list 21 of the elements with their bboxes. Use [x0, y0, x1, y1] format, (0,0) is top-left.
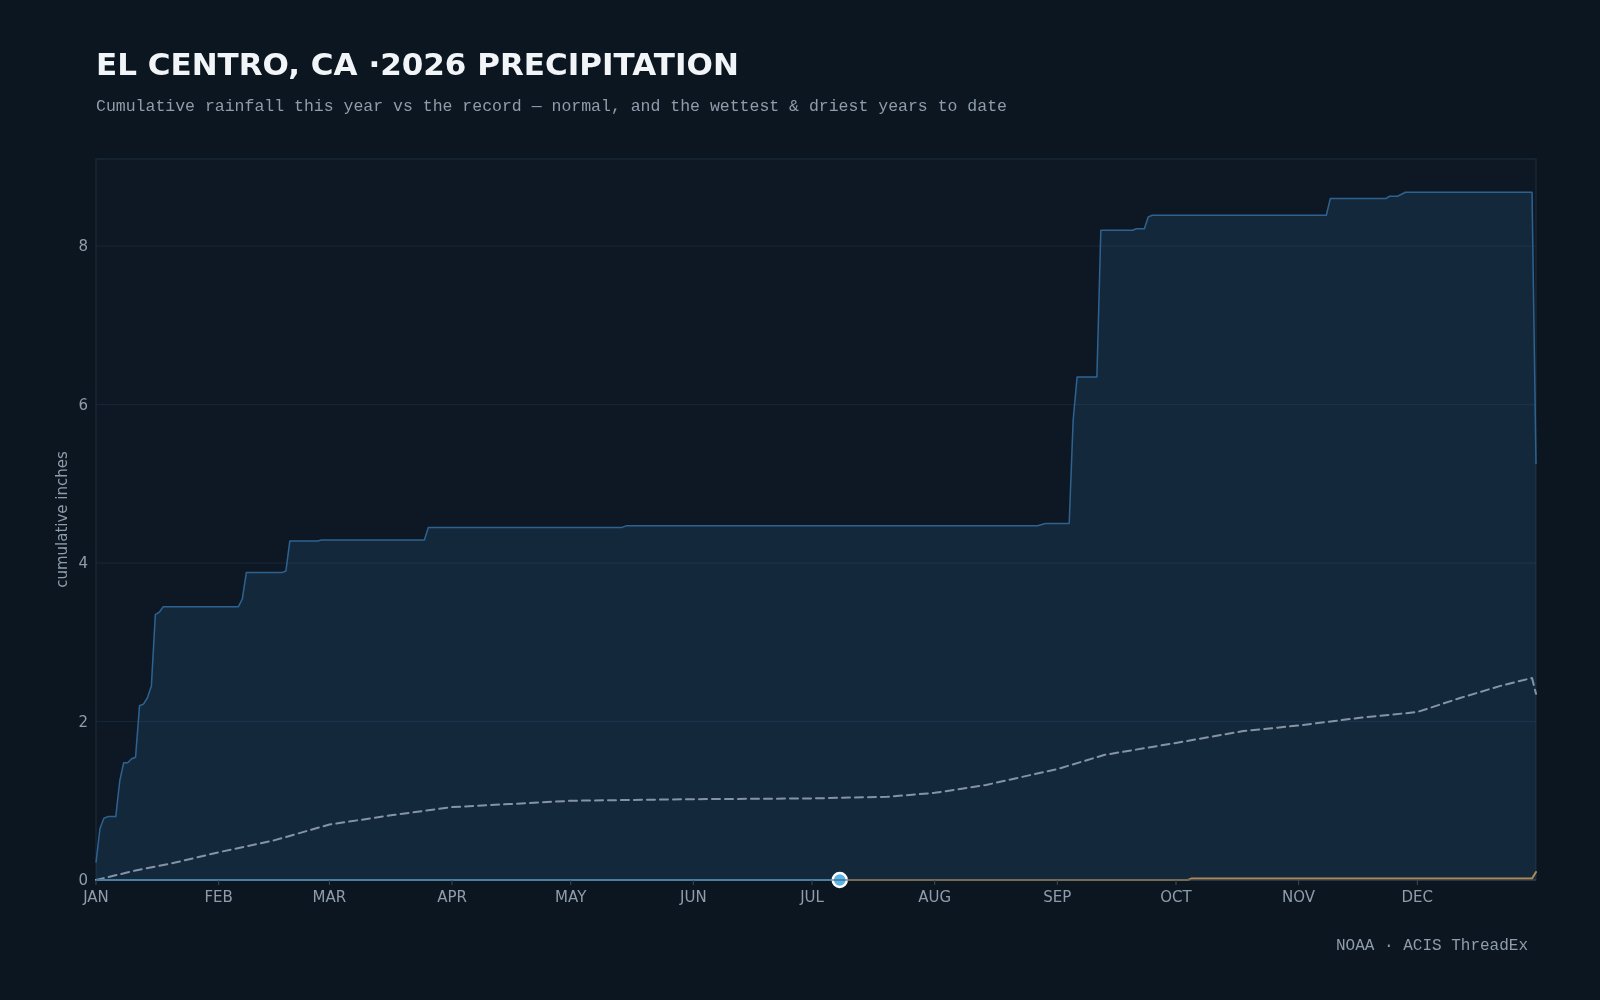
- x-tick-label: OCT: [1160, 888, 1193, 906]
- x-tick-label: JUN: [679, 888, 707, 906]
- x-tick-label: DEC: [1401, 888, 1434, 906]
- y-tick-label: 0: [78, 871, 88, 889]
- chart-title: EL CENTRO, CA ·2026 PRECIPITATION: [96, 46, 739, 82]
- chart-subtitle: Cumulative rainfall this year vs the record — normal, and the wettest & driest years to date: [96, 97, 1007, 116]
- y-tick-label: 4: [78, 554, 88, 573]
- x-tick-label: NOV: [1282, 888, 1316, 906]
- y-axis-title: cumulative inches: [53, 451, 71, 588]
- x-tick-label: JUL: [799, 888, 825, 906]
- text: NOAA · ACIS ThreadEx: [1335, 937, 1528, 955]
- x-tick-label: AUG: [918, 888, 952, 906]
- x-tick-label: MAR: [312, 888, 347, 906]
- x-tick-label: MAY: [555, 888, 588, 906]
- y-tick-label: 8: [78, 237, 88, 256]
- y-tick-label: 6: [78, 395, 88, 414]
- y-tick-label: 2: [78, 712, 88, 731]
- x-tick-label: APR: [437, 888, 467, 906]
- x-tick-label: FEB: [204, 888, 233, 906]
- x-tick-label: JAN: [82, 888, 109, 906]
- x-tick-label: SEP: [1043, 888, 1072, 906]
